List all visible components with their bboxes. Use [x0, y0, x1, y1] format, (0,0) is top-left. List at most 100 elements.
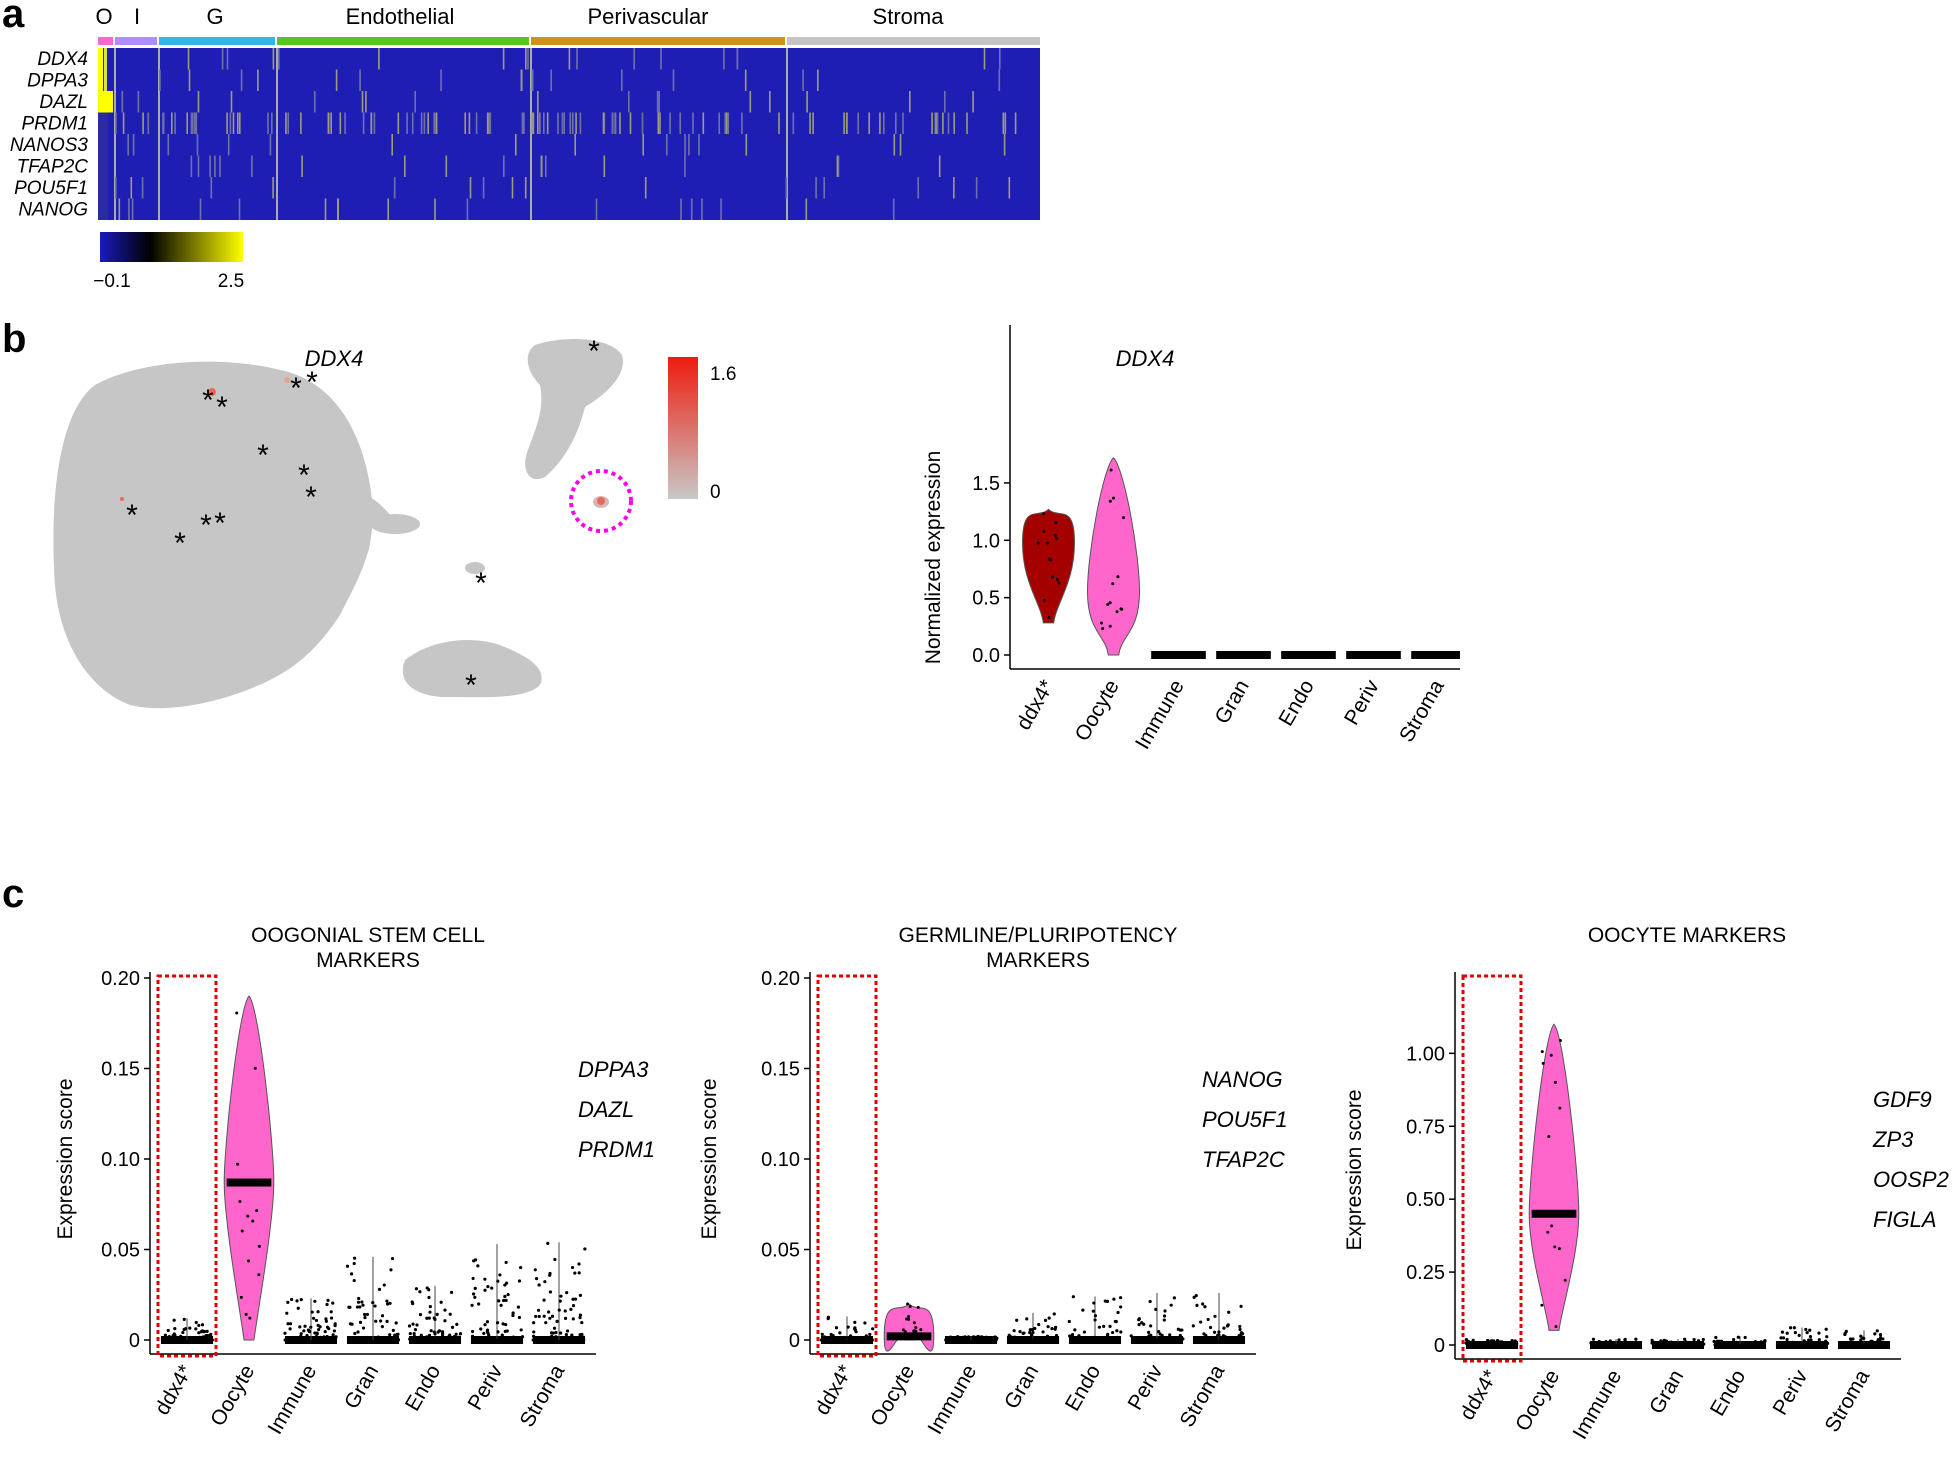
- heatmap-cell: [232, 112, 235, 134]
- violin-point: [1090, 1338, 1094, 1342]
- gene-label: DDX4: [37, 49, 88, 70]
- violin-point: [1464, 1341, 1468, 1345]
- y-tick-label: 0.20: [101, 968, 140, 990]
- panel-letter-c: c: [2, 872, 25, 916]
- violin-point: [1541, 1061, 1545, 1065]
- violin-base: [1411, 651, 1460, 659]
- umap-red-cell: [284, 377, 290, 383]
- heatmap-cell: [532, 112, 535, 134]
- violin-point: [570, 1265, 575, 1270]
- violin-point: [914, 1326, 918, 1330]
- violin-point: [1808, 1334, 1813, 1339]
- heatmap-cell: [659, 112, 661, 134]
- violin-point: [832, 1338, 836, 1342]
- heatmap-cell: [679, 112, 681, 134]
- violin-point: [1082, 1338, 1086, 1342]
- umap-asterisk: *: [306, 366, 318, 399]
- violin-point: [1884, 1342, 1888, 1346]
- heatmap-cell: [934, 112, 937, 134]
- violin-point: [1667, 1343, 1671, 1347]
- heatmap-cell: [445, 155, 448, 177]
- violin-point: [485, 1328, 490, 1332]
- violin-point: [1119, 1296, 1123, 1300]
- violin-point: [283, 1338, 287, 1342]
- violin-point: [379, 1319, 383, 1323]
- violin-point: [1015, 1337, 1019, 1341]
- heatmap-cell: [603, 155, 606, 177]
- heatmap-cell: [1014, 112, 1017, 134]
- umap-oocyte-highlight[interactable]: [569, 469, 633, 533]
- violin-point: [496, 1330, 500, 1334]
- violin-point: [1020, 1338, 1024, 1342]
- violin-point: [1650, 1341, 1654, 1345]
- violin-point: [167, 1334, 171, 1339]
- heatmap-cell: [209, 155, 211, 177]
- heatmap-cell: [802, 69, 804, 91]
- heatmap-group-separator: [530, 48, 532, 220]
- heatmap-cell: [427, 112, 429, 134]
- heatmap-cell: [227, 134, 230, 156]
- heatmap-cell: [515, 134, 517, 156]
- violin-point: [1843, 1332, 1847, 1337]
- group-label-g: G: [206, 4, 223, 29]
- violin-point: [1200, 1338, 1204, 1342]
- violin-point: [1795, 1341, 1799, 1345]
- violin-point: [188, 1326, 192, 1330]
- violin-point: [542, 1314, 546, 1318]
- violin-point: [1720, 1340, 1724, 1344]
- heatmap-cell: [525, 48, 527, 70]
- violin-point: [485, 1320, 490, 1324]
- violin-point: [357, 1296, 361, 1301]
- violin-point: [916, 1305, 920, 1309]
- violin-point: [819, 1338, 823, 1342]
- heatmap-cell: [531, 69, 534, 91]
- violin-point: [1489, 1339, 1493, 1343]
- y-tick-label: 0.05: [101, 1240, 140, 1262]
- violin-point: [544, 1321, 548, 1325]
- violin-point: [571, 1297, 575, 1301]
- violin-point: [332, 1329, 336, 1333]
- violin-point: [1860, 1336, 1864, 1340]
- violin-point: [324, 1317, 328, 1321]
- heatmap-cell: [975, 177, 978, 199]
- violin-point: [283, 1331, 287, 1335]
- violin-point: [388, 1301, 392, 1305]
- violin-point: [1087, 1338, 1091, 1342]
- violin-point: [497, 1337, 501, 1341]
- violin-point: [1050, 1326, 1054, 1331]
- umap-asterisk: *: [305, 481, 317, 514]
- marker-gene-label: DPPA3: [578, 1057, 649, 1082]
- heatmap-cell: [187, 48, 190, 70]
- violin-point: [316, 1310, 320, 1314]
- violin-point: [334, 1335, 338, 1339]
- violin-point: [1093, 1318, 1097, 1322]
- umap-asterisk: *: [257, 439, 269, 472]
- violin-point: [389, 1337, 393, 1341]
- heatmap-cell: [658, 91, 660, 113]
- violin-point: [511, 1313, 515, 1318]
- violin-point: [172, 1318, 176, 1322]
- violin-point: [1238, 1324, 1242, 1329]
- violin-point: [411, 1336, 415, 1340]
- violin-point: [449, 1290, 454, 1294]
- violin-point: [1237, 1334, 1241, 1338]
- heatmap-cell: [944, 91, 946, 113]
- heatmap-hot-cell: [104, 48, 107, 91]
- violin-point: [240, 1229, 244, 1233]
- violin-point: [553, 1257, 557, 1262]
- violin-point: [200, 1323, 205, 1327]
- umap-asterisk: *: [126, 499, 138, 532]
- heatmap-colorbar-max-label: 2.5: [218, 271, 244, 292]
- x-tick-label: Gran: [1645, 1366, 1688, 1418]
- violin-point: [415, 1323, 419, 1327]
- heatmap-cell: [1004, 112, 1007, 134]
- gene-label: PRDM1: [21, 113, 88, 134]
- violin-point: [1875, 1342, 1879, 1347]
- heatmap-cell: [669, 112, 671, 134]
- heatmap-cell: [602, 112, 605, 134]
- y-tick-label: 0.5: [972, 588, 1000, 610]
- heatmap-cell: [657, 112, 660, 134]
- x-tick-label: Endo: [1274, 676, 1318, 730]
- violin-shape: [223, 995, 275, 1341]
- violin-point: [1149, 1337, 1153, 1341]
